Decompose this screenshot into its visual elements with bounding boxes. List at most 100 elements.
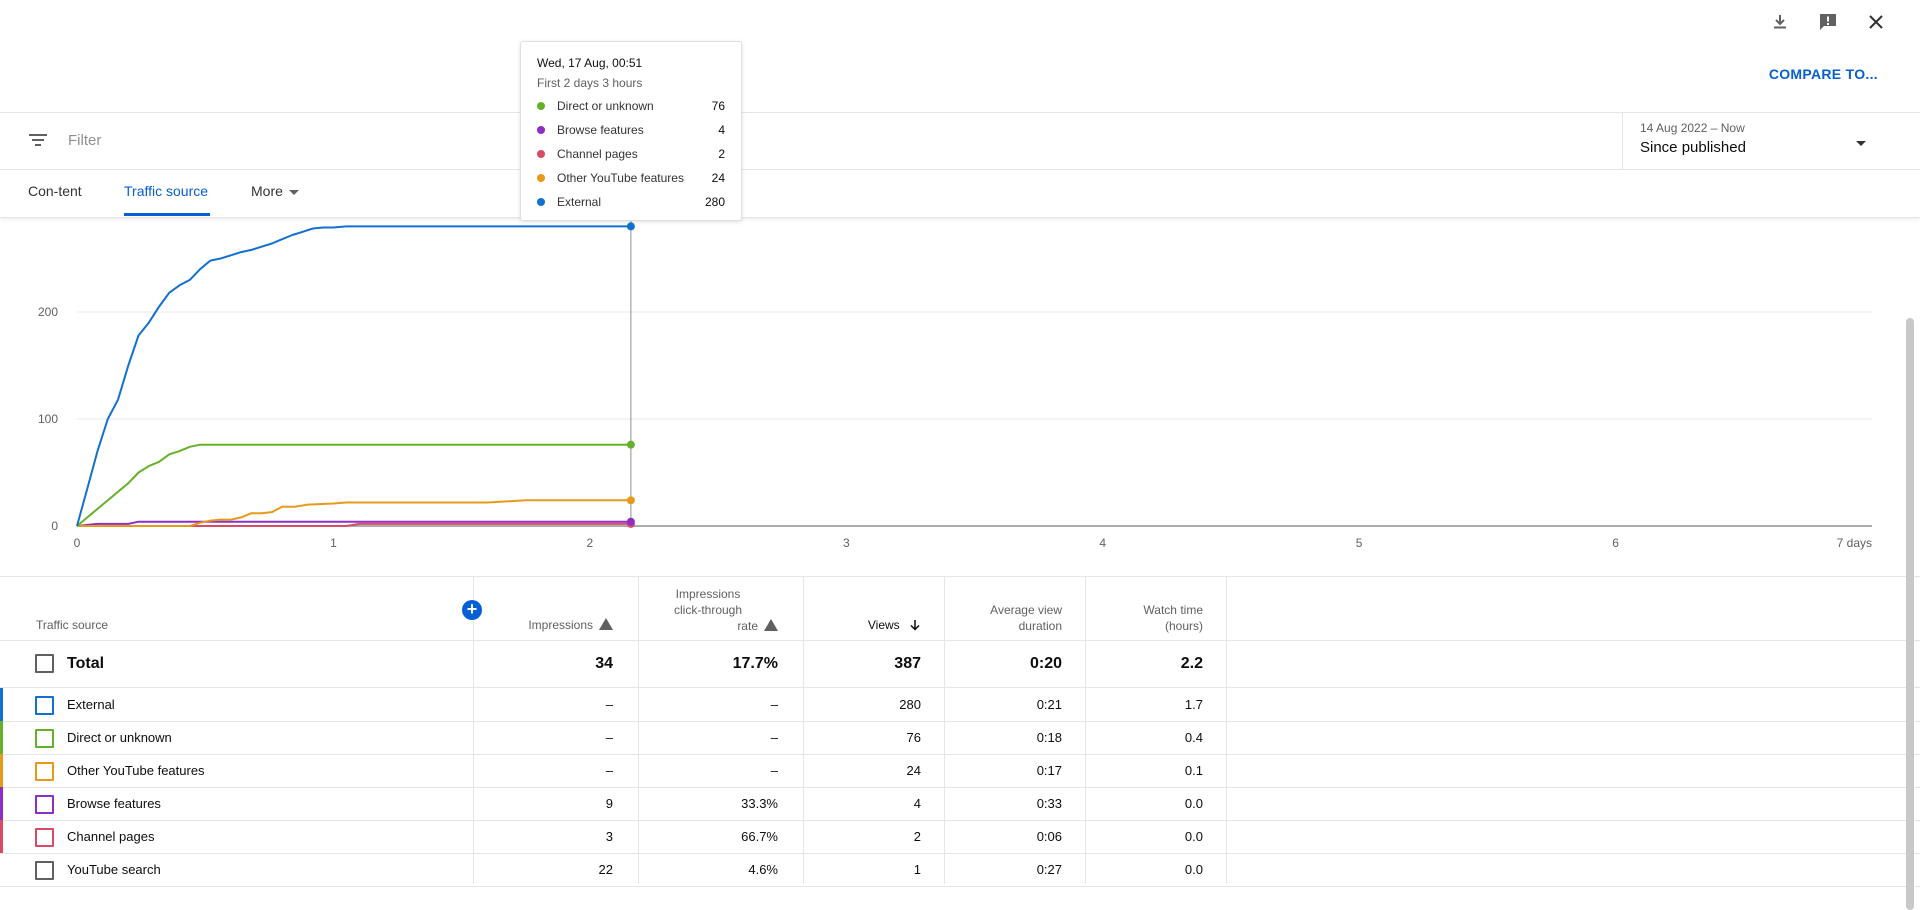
total-ctr: 17.7% [732, 655, 778, 672]
tooltip-row: Channel pages 2 [537, 146, 725, 162]
tooltip-series-name: Browse features [557, 123, 644, 137]
total-impressions: 34 [595, 655, 613, 672]
row-watch-time: 0.1 [1184, 763, 1203, 778]
table-row[interactable]: Direct or unknown – – 76 0:18 0.4 [0, 721, 1920, 754]
column-header-watch-time[interactable]: Watch time (hours) [1143, 602, 1203, 634]
column-header-ctr[interactable]: Impressions click-through rate [638, 586, 778, 634]
row-watch-time: 0.0 [1184, 796, 1203, 811]
table-row[interactable]: External – – 280 0:21 1.7 [0, 688, 1920, 721]
series-line-other-youtube-features [77, 499, 631, 527]
table-top-border [0, 576, 1920, 577]
row-source-name: YouTube search [67, 862, 161, 877]
total-views: 387 [894, 655, 921, 672]
table-row[interactable]: Browse features 9 33.3% 4 0:33 0.0 [0, 787, 1920, 820]
tooltip-title: Wed, 17 Aug, 00:51 [537, 56, 643, 70]
row-watch-time: 0.0 [1184, 829, 1203, 844]
hover-point [626, 440, 635, 449]
row-impressions: – [605, 763, 613, 778]
row-ctr: 33.3% [741, 796, 778, 811]
row-source-name: Browse features [67, 796, 161, 811]
series-line-browse-features [76, 520, 631, 527]
table-row-border [0, 853, 1920, 854]
scrollbar[interactable] [1906, 318, 1914, 910]
tooltip-series-value: 4 [718, 123, 725, 137]
x-tick-label: 7 days [1837, 536, 1872, 550]
row-checkbox[interactable] [35, 828, 54, 847]
table-row-total[interactable]: Total 34 17.7% 387 0:20 2.2 [0, 647, 1920, 680]
table-header-border [0, 640, 1920, 641]
row-source-name: Other YouTube features [67, 763, 205, 778]
row-impressions: 9 [605, 796, 613, 811]
column-header-ctr-line1: Impressions [675, 587, 741, 601]
row-checkbox[interactable] [35, 795, 54, 814]
row-checkbox[interactable] [35, 861, 54, 880]
column-header-views[interactable]: Views [868, 617, 921, 633]
tab-content[interactable]: Con-tent [28, 183, 82, 199]
row-watch-time: 0.4 [1184, 730, 1203, 745]
date-range-label: Since published [1640, 139, 1746, 156]
x-tick-label: 5 [1356, 536, 1363, 550]
column-header-wt-line2: (hours) [1164, 619, 1203, 633]
warning-icon [599, 618, 613, 630]
series-dot-icon [537, 102, 545, 110]
y-tick-label: 0 [51, 519, 58, 533]
row-avg-view-duration: 0:33 [1036, 796, 1062, 811]
tooltip-series-value: 24 [711, 171, 725, 185]
series-line-direct-or-unknown [76, 443, 631, 527]
tooltip-subtitle: First 2 days 3 hours [537, 76, 643, 90]
caret-down-icon [288, 189, 299, 195]
column-header-ctr-line3: rate [737, 619, 758, 633]
tab-traffic-source[interactable]: Traffic source [124, 183, 209, 199]
table-row-border [0, 754, 1920, 755]
column-header-source[interactable]: Traffic source [36, 618, 109, 632]
row-avg-view-duration: 0:21 [1036, 697, 1062, 712]
tooltip-series-name: External [557, 195, 602, 209]
filter-input[interactable]: Filter [68, 132, 102, 149]
x-tick-label: 0 [74, 536, 81, 550]
filter-icon[interactable] [28, 131, 48, 154]
column-header-avg-view-duration[interactable]: Average view duration [990, 602, 1062, 634]
row-views: 1 [913, 862, 921, 877]
tooltip-series-value: 76 [711, 99, 725, 113]
row-impressions: 22 [598, 862, 613, 877]
tab-more[interactable]: More [251, 183, 299, 199]
traffic-chart[interactable]: 0 100 200 0 1 2 3 4 5 6 7 days [0, 218, 1920, 570]
x-tick-label: 2 [587, 536, 594, 550]
row-source-name: Channel pages [67, 829, 155, 844]
column-header-impressions[interactable]: Impressions [528, 617, 613, 633]
row-avg-view-duration: 0:27 [1036, 862, 1062, 877]
row-views: 280 [899, 697, 921, 712]
series-color-stripe [0, 721, 3, 754]
column-header-ctr-line2: click-through [673, 603, 743, 617]
row-views: 2 [913, 829, 921, 844]
warning-icon [764, 619, 778, 631]
date-range-selector[interactable]: 14 Aug 2022 – Now Since published [1622, 113, 1887, 169]
row-impressions: – [605, 730, 613, 745]
download-icon[interactable] [1766, 8, 1794, 36]
column-divider [944, 577, 945, 884]
row-checkbox[interactable] [35, 762, 54, 781]
row-impressions: 3 [605, 829, 613, 844]
table-row[interactable]: YouTube search 22 4.6% 1 0:27 0.0 [0, 853, 1920, 886]
feedback-icon[interactable] [1814, 8, 1842, 36]
table-row-border [0, 687, 1920, 688]
row-checkbox[interactable] [35, 696, 54, 715]
close-icon[interactable] [1862, 8, 1890, 36]
tooltip-series-value: 2 [718, 147, 725, 161]
row-ctr: 4.6% [748, 862, 778, 877]
compare-button[interactable]: COMPARE TO... [1768, 66, 1878, 82]
row-watch-time: 0.0 [1184, 862, 1203, 877]
row-avg-view-duration: 0:18 [1036, 730, 1062, 745]
table-row[interactable]: Other YouTube features – – 24 0:17 0.1 [0, 754, 1920, 787]
row-checkbox[interactable] [35, 729, 54, 748]
series-line-channel-pages [77, 522, 631, 527]
row-views: 24 [906, 763, 921, 778]
add-column-icon[interactable]: + [462, 600, 482, 620]
row-views: 4 [913, 796, 921, 811]
column-divider [803, 577, 804, 884]
chart-tooltip: Wed, 17 Aug, 00:51 First 2 days 3 hours … [520, 41, 742, 221]
series-color-stripe [0, 787, 3, 820]
table-row[interactable]: Channel pages 3 66.7% 2 0:06 0.0 [0, 820, 1920, 853]
sort-down-icon [909, 618, 921, 632]
total-checkbox[interactable] [35, 654, 54, 673]
